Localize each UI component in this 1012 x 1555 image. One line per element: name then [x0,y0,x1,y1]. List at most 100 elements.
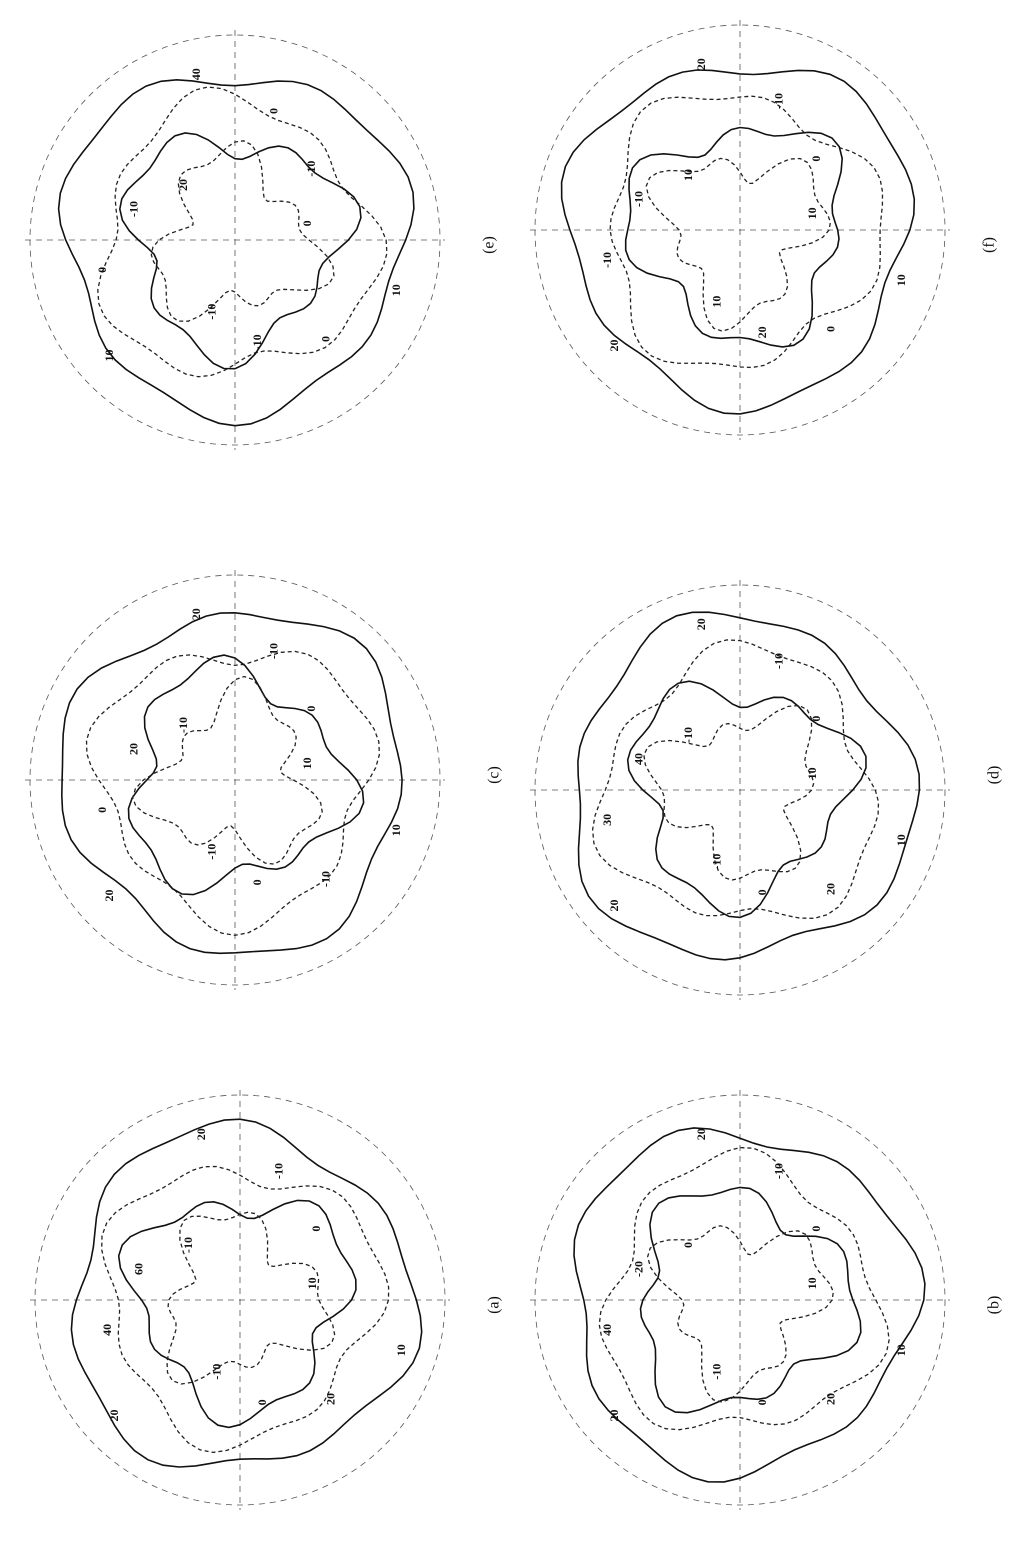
contour-label: -10 [205,844,219,860]
contour-label: 0 [318,336,332,342]
contour-line [150,140,335,322]
contour-line [70,1118,423,1468]
contour-label: 0 [823,326,837,332]
panel-label: (b) [986,1296,1003,1315]
contour-line [643,704,815,881]
panel: 10 20 0 -10 20 40 60 -10 20 -10 0 10 (a) [30,1090,503,1510]
contour-label: 10 [805,1277,819,1289]
contour-label: 20 [694,1128,708,1140]
contour-label: 20 [107,1410,121,1422]
contour-line [117,1199,357,1429]
contour-line [132,675,323,865]
contour-label: 10 [805,767,819,779]
panel: 10 20 0 -10 20 40 -20 0 20 -10 0 10 (b) [530,1090,1003,1510]
contour-line [591,639,880,919]
contour-label: -10 [272,1163,286,1179]
contour-label: 20 [102,890,116,902]
contour-label: 10 [805,207,819,219]
contour-label: 10 [894,834,908,846]
contour-label: 10 [300,757,314,769]
contour-line [118,132,362,370]
contour-label: -10 [600,252,614,268]
contour-label: -10 [710,1364,724,1380]
contour-line [645,157,832,332]
contour-line [609,95,884,369]
contour-label: 20 [755,326,769,338]
contour-label: 0 [809,1226,823,1232]
contour-label: 20 [194,1128,208,1140]
contour-label: 40 [631,753,645,765]
contour-label: -10 [126,201,140,217]
panel-label: (d) [986,766,1003,785]
contour-line [598,1146,890,1431]
contour-line [573,1127,926,1483]
contour-label: 0 [255,1399,269,1405]
contour-label: -10 [631,191,645,207]
panel: 10 20 0 -10 20 30 40 -10 20 -10 0 10 (d) [530,580,1003,1000]
contour-label: 20 [189,608,203,620]
contour-label: 0 [309,1226,323,1232]
contour-label: 10 [894,1344,908,1356]
contour-label: 40 [189,68,203,80]
contour-line [85,650,381,936]
contour-label: -10 [772,1163,786,1179]
contour-label: 10 [710,296,724,308]
contour-line [560,69,916,415]
contour-label: -10 [710,854,724,870]
contour-line [639,1186,862,1414]
contour-label: -10 [318,871,332,887]
contour-label: 0 [809,716,823,722]
contour-label: 0 [304,706,318,712]
contour-label: 0 [267,108,281,114]
contour-label: -10 [250,334,264,350]
contour-label: 20 [176,179,190,191]
contour-label: 20 [694,58,708,70]
contour-label: 10 [681,169,695,181]
contour-label: -10 [267,643,281,659]
contour-label: -10 [181,1237,195,1253]
contour-label: 0 [755,1399,769,1405]
contour-label: 40 [600,1324,614,1336]
contour-label: 60 [131,1263,145,1275]
panel-label: (e) [481,236,498,254]
contour-label: -10 [772,653,786,669]
contour-label: -10 [772,93,786,109]
contour-label: 20 [823,883,837,895]
panel-label: (f) [981,237,998,253]
contour-label: 0 [300,220,314,226]
contour-label: 20 [823,1393,837,1405]
contour-line [101,1165,390,1454]
contour-line [57,78,415,427]
panel: 10 0 -10 -10 10 0 -10 20 40 0 -10 0 (e) [25,30,498,450]
contour-label: 20 [607,900,621,912]
panel-label: (a) [486,1296,503,1314]
contour-label: 10 [102,350,116,362]
contour-label: -10 [205,304,219,320]
contour-line [127,654,365,896]
contour-label: 20 [126,743,140,755]
contour-label: 10 [394,1344,408,1356]
contour-label: 30 [600,814,614,826]
contour-label: 20 [607,340,621,352]
contour-label: 0 [95,267,109,273]
contour-label: 0 [809,156,823,162]
contour-label: -10 [176,717,190,733]
contour-line [97,86,388,378]
contour-label: 10 [894,274,908,286]
contour-line [577,611,921,961]
contour-line [166,1211,336,1385]
contour-label: 40 [100,1324,114,1336]
contour-label: 20 [607,1410,621,1422]
panel-label: (c) [486,766,503,784]
panel: 10 0 20 10 20 -10 -10 10 20 -10 0 10 (f) [530,20,998,440]
contour-label: -10 [681,727,695,743]
contour-label: -10 [210,1364,224,1380]
contour-label: 0 [681,1242,695,1248]
contour-label: 0 [755,889,769,895]
contour-label: 0 [250,879,264,885]
contour-label: -20 [631,1261,645,1277]
contour-label: 10 [389,824,403,836]
contour-line [60,611,403,955]
contour-label: -10 [304,161,318,177]
